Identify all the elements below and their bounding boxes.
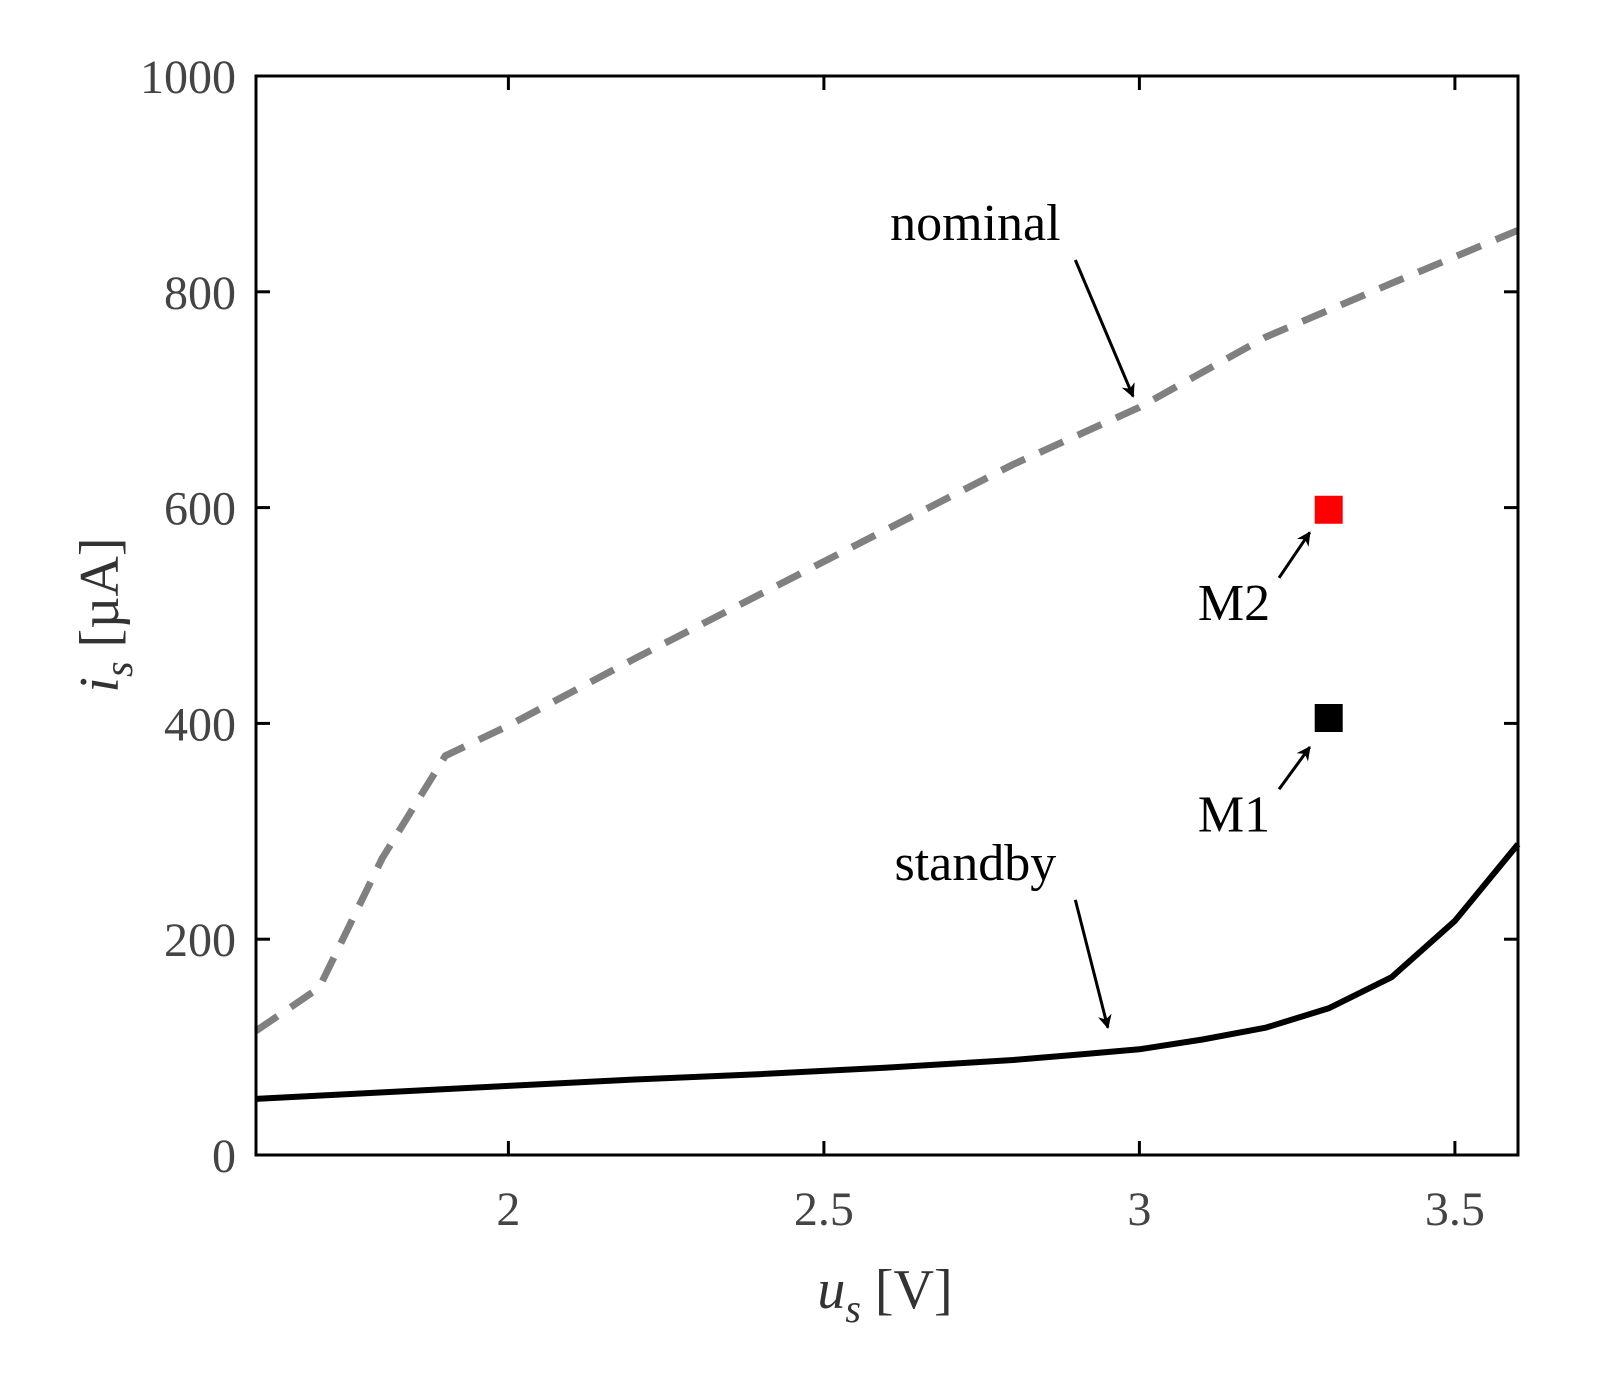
x-axis-label: us [V]: [817, 1259, 952, 1331]
x-axis-label-var: u: [817, 1259, 845, 1321]
annotation-nominal: nominal: [890, 195, 1060, 252]
x-axis-label-unit: [V]: [875, 1259, 953, 1321]
y-tick-label: 1000: [140, 51, 236, 104]
marker-m1: [1314, 704, 1343, 733]
y-axis-label-space: [69, 647, 131, 661]
marker-m2: [1314, 495, 1343, 524]
y-tick-label: 800: [164, 267, 236, 320]
annotation-m2: M2: [1198, 575, 1270, 632]
y-tick-label: 600: [164, 483, 236, 536]
series-line-nominal: [254, 227, 1520, 1034]
x-tick-label: 3: [1127, 1183, 1151, 1236]
x-tick-label: 2.5: [794, 1183, 854, 1236]
y-tick-label: 400: [164, 698, 236, 751]
annotation-standby: standby: [894, 835, 1056, 892]
annotation-arrow-nominal: [1073, 259, 1135, 398]
annotation-m1: M1: [1198, 786, 1270, 843]
x-tick-label: 3.5: [1425, 1183, 1485, 1236]
y-axis-label-var: i: [69, 677, 131, 693]
y-tick-label: 0: [212, 1130, 236, 1183]
y-axis-label-sub: s: [96, 661, 141, 677]
x-axis-label-sub: s: [845, 1286, 861, 1331]
plot-area: nominal standby M2 M1 2 2.5 3 3.5 0 200 400 600 800 1…: [140, 51, 1521, 1236]
x-tick-label: 2: [496, 1183, 520, 1236]
annotation-arrow-standby: [1073, 899, 1112, 1030]
annotation-arrow-m1: [1277, 746, 1311, 791]
y-axis-label-unit: [µA]: [69, 537, 131, 647]
series-line-standby: [255, 842, 1521, 1102]
x-axis-label-space: [861, 1259, 875, 1321]
annotation-arrow-m2: [1277, 531, 1312, 579]
y-axis-label: is [µA]: [69, 537, 141, 692]
axes-box: [254, 74, 1520, 1157]
y-tick-label: 200: [164, 914, 236, 967]
